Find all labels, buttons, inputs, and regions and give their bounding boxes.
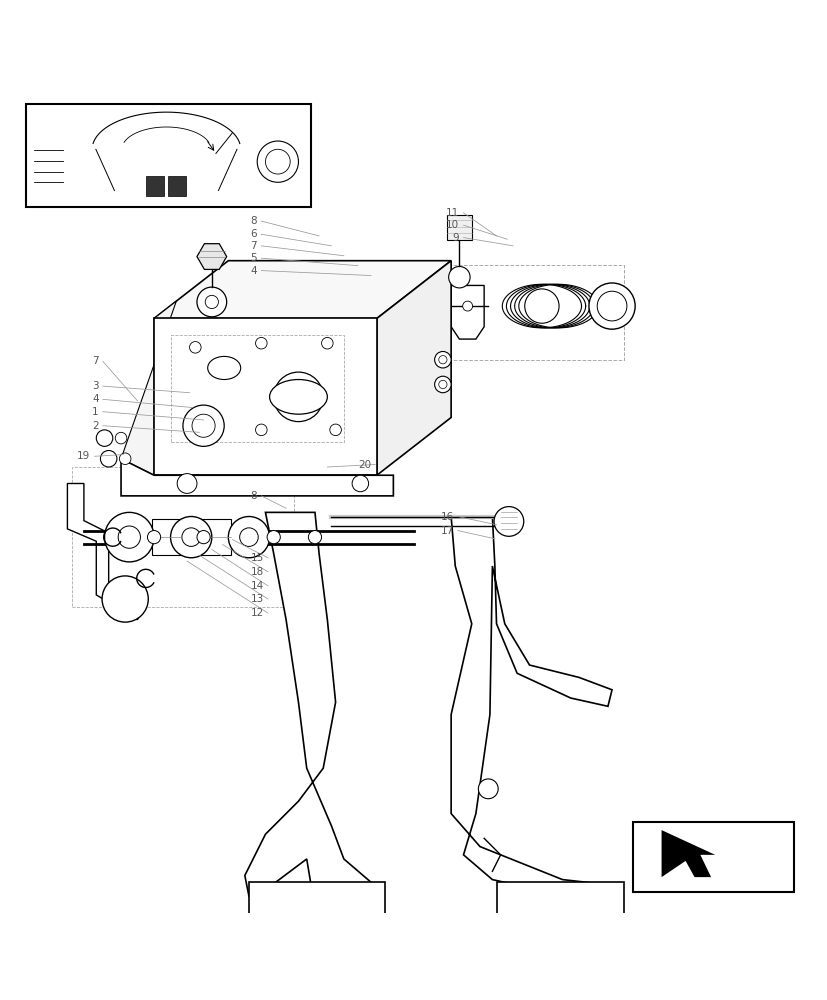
Circle shape [438, 356, 447, 364]
Polygon shape [121, 301, 176, 475]
Bar [26, 104, 310, 207]
Text: 16: 16 [440, 512, 453, 522]
Circle shape [339, 335, 364, 360]
Text: 10: 10 [446, 220, 459, 230]
Text: 17: 17 [440, 526, 453, 536]
Circle shape [265, 149, 290, 174]
Bar [201, 519, 231, 555]
Circle shape [274, 372, 323, 422]
Polygon shape [121, 459, 393, 496]
Bar [632, 822, 792, 892]
Circle shape [119, 453, 131, 465]
Text: 11: 11 [446, 208, 459, 218]
Circle shape [183, 405, 224, 446]
Text: 8: 8 [251, 491, 257, 501]
Bar [447, 215, 471, 240]
Text: 3: 3 [92, 381, 98, 391]
Circle shape [104, 512, 154, 562]
Text: 18: 18 [251, 567, 264, 577]
Circle shape [115, 432, 127, 444]
Text: 4: 4 [251, 266, 257, 276]
Bar [249, 882, 385, 917]
Text: 12: 12 [251, 608, 264, 618]
Polygon shape [197, 244, 227, 269]
Circle shape [267, 531, 280, 544]
Bar [71, 467, 294, 607]
Circle shape [462, 301, 472, 311]
Circle shape [434, 351, 451, 368]
Bar [151, 519, 181, 555]
Bar [168, 176, 186, 196]
Circle shape [588, 283, 634, 329]
Text: 7: 7 [92, 356, 98, 366]
Polygon shape [154, 318, 376, 475]
Polygon shape [154, 261, 451, 318]
Circle shape [351, 475, 368, 492]
Text: 7: 7 [251, 241, 257, 251]
Circle shape [170, 517, 212, 558]
Text: 2: 2 [92, 421, 98, 431]
Circle shape [228, 517, 270, 558]
Circle shape [349, 324, 379, 354]
Circle shape [357, 332, 370, 346]
Circle shape [239, 528, 258, 546]
Text: 1: 1 [92, 407, 98, 417]
Polygon shape [451, 517, 611, 913]
Polygon shape [245, 512, 372, 913]
Bar [146, 176, 164, 196]
Text: 9: 9 [452, 233, 459, 243]
Circle shape [147, 531, 160, 544]
Circle shape [182, 528, 200, 546]
Bar [170, 335, 343, 442]
Text: 14: 14 [251, 581, 264, 591]
Circle shape [197, 531, 210, 544]
Text: 15: 15 [251, 553, 264, 563]
Text: 20: 20 [357, 460, 370, 470]
Circle shape [478, 779, 498, 799]
Polygon shape [67, 483, 141, 620]
Circle shape [205, 295, 218, 309]
Circle shape [524, 289, 558, 323]
Circle shape [438, 380, 447, 389]
Text: 5: 5 [251, 253, 257, 263]
Polygon shape [661, 830, 715, 877]
Circle shape [308, 531, 321, 544]
Polygon shape [451, 285, 484, 339]
Circle shape [256, 337, 267, 349]
Circle shape [177, 474, 197, 493]
Polygon shape [376, 261, 451, 475]
Text: 19: 19 [77, 451, 90, 461]
Circle shape [448, 266, 470, 288]
Circle shape [192, 414, 215, 437]
Circle shape [494, 507, 523, 536]
Text: 13: 13 [251, 594, 264, 604]
Circle shape [321, 337, 332, 349]
Circle shape [256, 424, 267, 436]
Circle shape [257, 141, 298, 182]
Text: 4: 4 [92, 394, 98, 404]
Ellipse shape [208, 356, 241, 380]
Text: 6: 6 [251, 229, 257, 239]
Circle shape [434, 376, 451, 393]
Circle shape [189, 342, 201, 353]
Polygon shape [393, 285, 418, 304]
Bar [442, 265, 624, 360]
Circle shape [118, 526, 141, 548]
Circle shape [197, 287, 227, 317]
Bar [496, 882, 624, 917]
Circle shape [100, 450, 117, 467]
Circle shape [102, 576, 148, 622]
Text: 8: 8 [251, 216, 257, 226]
Circle shape [596, 291, 626, 321]
Circle shape [96, 430, 112, 446]
Circle shape [329, 424, 341, 436]
Ellipse shape [270, 380, 327, 414]
Circle shape [346, 342, 357, 353]
